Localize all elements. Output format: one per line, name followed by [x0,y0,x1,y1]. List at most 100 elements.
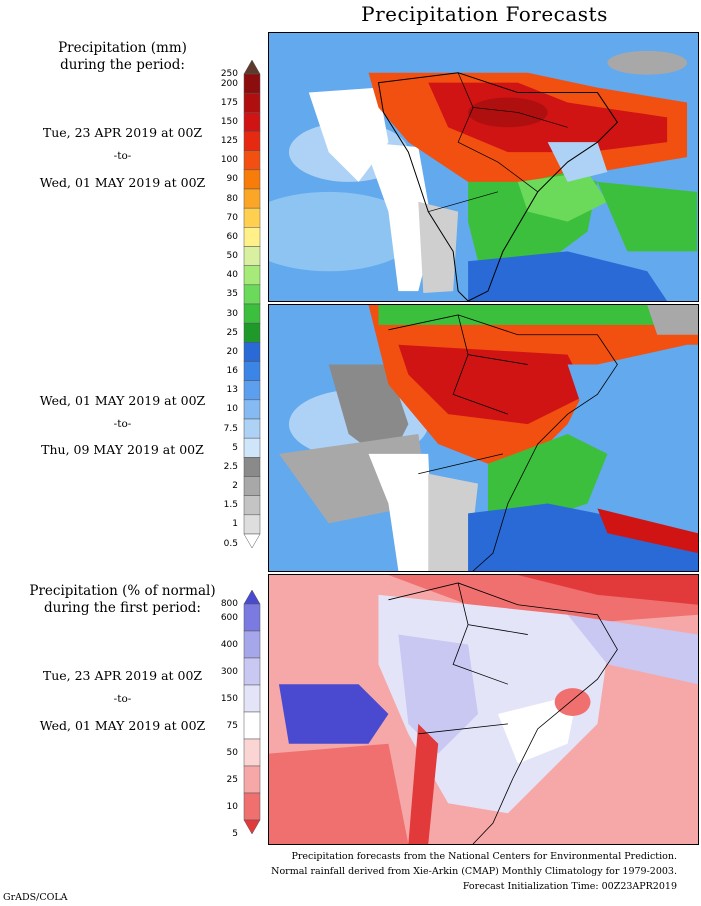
footer-line3: Forecast Initialization Time: 00Z23APR20… [462,881,677,892]
scale-tick-label: 150 [220,693,238,704]
scale-tick-label: 300 [220,666,238,677]
scale-tick-label: 40 [226,270,238,281]
scale-tick-label: 10 [226,801,238,812]
scale-swatch [243,533,261,549]
panel1-heading-line2: during the period: [60,57,185,73]
pct-scale-svg [243,589,261,835]
panel1-heading-line1: Precipitation (mm) [58,40,187,56]
panel2-separator: -to- [113,418,132,430]
scale-swatch [243,361,261,381]
scale-tick-label: 35 [226,289,238,300]
scale-tick-label: 13 [226,385,238,396]
scale-swatch [243,514,261,535]
scale-swatch [243,227,261,247]
scale-tick-label: 0.5 [223,538,238,549]
scale-tick-label: 600 [220,612,238,623]
footer-notes: Precipitation forecasts from the Nationa… [271,849,677,894]
scale-swatch [243,380,261,401]
scale-swatch [243,495,261,516]
scale-swatch [243,399,261,420]
panel1-end-date: Wed, 01 MAY 2019 at 00Z [39,175,206,190]
scale-swatch [243,303,261,324]
footer-line2: Normal rainfall derived from Xie-Arkin (… [271,866,677,877]
precip-map-week2 [268,304,699,572]
panel3-heading-line1: Precipitation (% of normal) [29,583,216,599]
scale-tick-label: 400 [220,639,238,650]
footer-line1: Precipitation forecasts from the Nationa… [291,851,678,862]
scale-tick-label: 7.5 [223,423,238,434]
panel1-heading: Precipitation (mm) during the period: [0,40,245,74]
scale-tick-label: 80 [226,193,238,204]
scale-tick-label: 75 [226,720,238,731]
panel2-start-date: Wed, 01 MAY 2019 at 00Z [39,393,206,408]
scale-tick-label: 16 [226,366,238,377]
scale-tick-label: 50 [226,251,238,262]
scale-tick-label: 2 [232,481,238,492]
scale-tick-label: 1 [232,519,238,530]
scale-tick-label: 175 [220,97,238,108]
scale-swatch [243,738,261,767]
scale-tick-label: 10 [226,404,238,415]
scale-tick-label: 20 [226,346,238,357]
scale-swatch [243,207,261,228]
scale-tick-label: 30 [226,308,238,319]
precip-map-week1 [268,32,699,302]
mm-color-scale [243,59,261,549]
scale-swatch [243,765,261,794]
scale-swatch [243,630,261,659]
scale-swatch [243,150,261,171]
scale-swatch [243,131,261,151]
panel3-start-date: Tue, 23 APR 2019 at 00Z [42,668,203,683]
scale-swatch [243,603,261,632]
scale-swatch [243,322,261,343]
scale-tick-label: 125 [220,136,238,147]
scale-swatch [243,246,261,266]
scale-tick-label: 100 [220,155,238,166]
scale-tick-label: 70 [226,212,238,223]
panel2-end-date: Thu, 09 MAY 2019 at 00Z [41,442,204,457]
scale-swatch [243,684,261,713]
panel3-separator: -to- [113,693,132,705]
percent-color-scale [243,589,261,835]
scale-tick-label: 5 [232,442,238,453]
scale-swatch [243,73,261,94]
scale-swatch [243,342,261,362]
scale-swatch [243,476,261,496]
scale-tick-label: 800 [220,599,238,609]
scale-tick-label: 2.5 [223,461,238,472]
scale-tick-label: 200 [220,78,238,89]
scale-swatch [243,59,261,75]
scale-swatch [243,418,261,439]
scale-swatch [243,112,261,132]
credit-label: GrADS/COLA [3,892,68,903]
scale-tick-label: 25 [226,774,238,785]
scale-swatch [243,657,261,686]
page-title: Precipitation Forecasts [361,2,608,26]
scale-swatch [243,188,261,209]
scale-swatch [243,589,261,605]
scale-tick-label: 25 [226,327,238,338]
scale-swatch [243,284,261,305]
scale-tick-label: 60 [226,231,238,242]
scale-tick-label: 1.5 [223,500,238,511]
panel3-heading: Precipitation (% of normal) during the f… [0,583,245,617]
mm-scale-svg [243,59,261,549]
scale-tick-label: 250 [220,69,238,79]
panel3-end-date: Wed, 01 MAY 2019 at 00Z [39,718,206,733]
panel1-start-date: Tue, 23 APR 2019 at 00Z [42,125,203,140]
scale-swatch [243,92,261,113]
scale-tick-label: 150 [220,116,238,127]
scale-swatch [243,265,261,286]
scale-tick-label: 50 [226,747,238,758]
scale-swatch [243,437,261,458]
panel1-separator: -to- [113,150,132,162]
percent-normal-map [268,574,699,845]
scale-swatch [243,819,261,835]
scale-swatch [243,457,261,477]
scale-swatch [243,169,261,190]
panel3-heading-line2: during the first period: [44,600,201,616]
scale-swatch [243,792,261,821]
scale-swatch [243,711,261,740]
scale-tick-label: 90 [226,174,238,185]
scale-tick-label: 5 [232,828,238,839]
